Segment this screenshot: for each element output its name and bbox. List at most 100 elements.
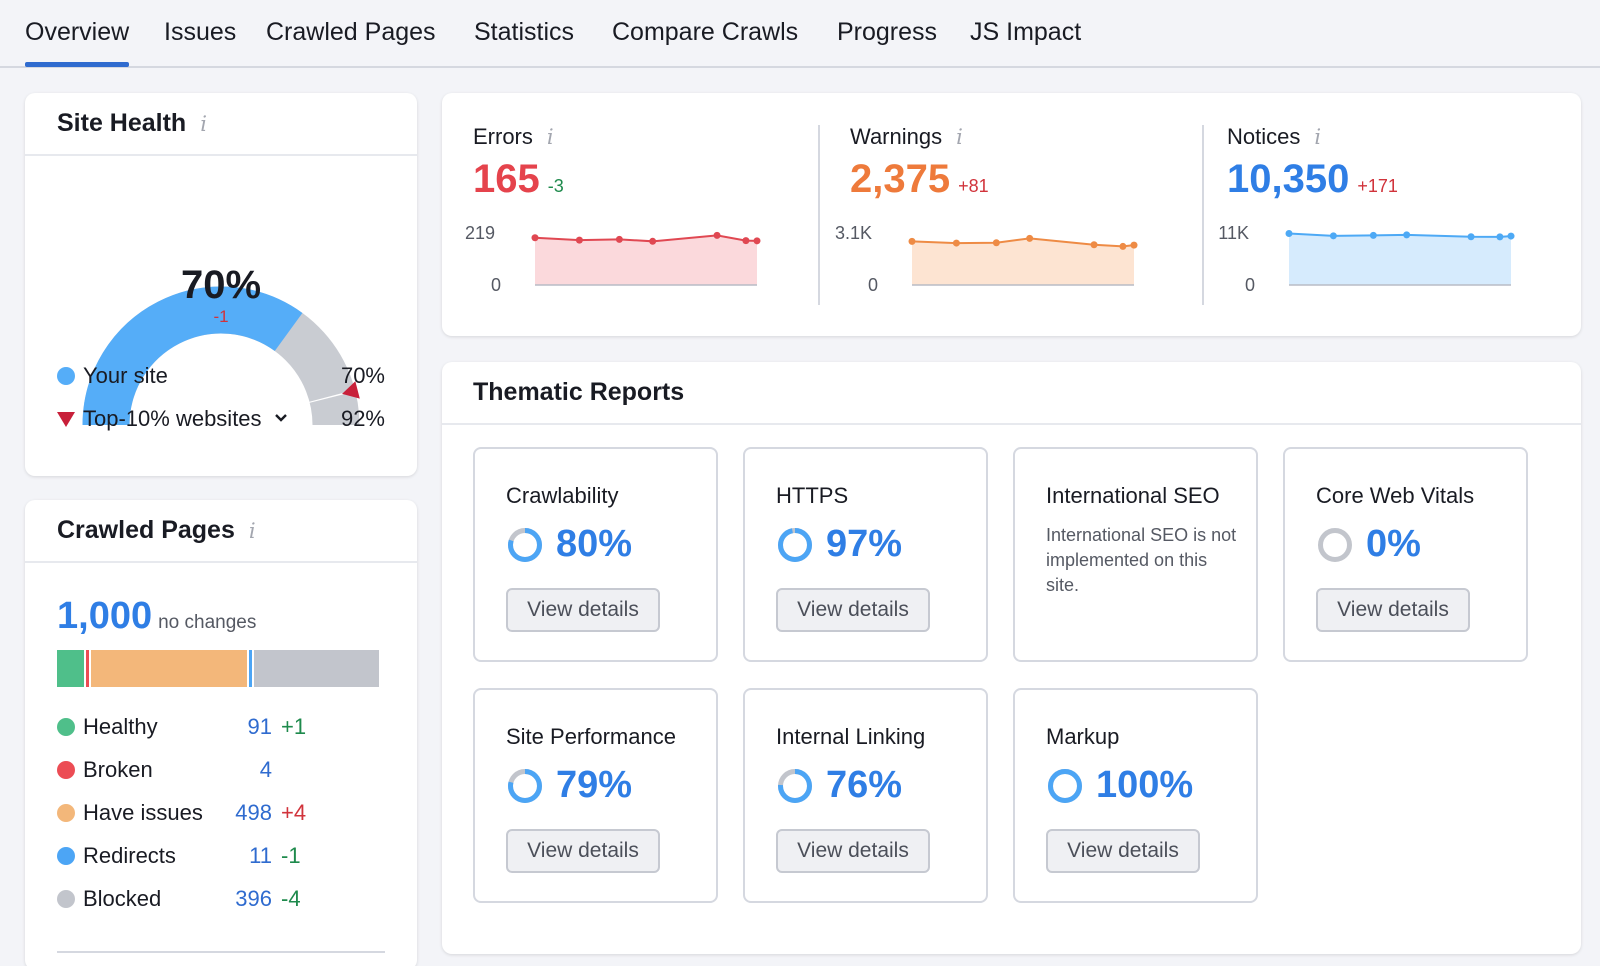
info-icon[interactable]: i	[1314, 125, 1322, 149]
row-change: -4	[281, 886, 301, 911]
ring-fill	[508, 527, 542, 562]
view-details-button[interactable]: View details	[506, 829, 660, 873]
warnings-count[interactable]: 2,375	[850, 157, 951, 201]
tab-compare-crawls[interactable]: Compare Crawls	[612, 18, 799, 46]
thematic-reports-card: Thematic Reports Crawlability 80% View det…	[442, 362, 1581, 954]
report-percent: 76%	[826, 764, 903, 806]
legend-label: Top-10% websites	[83, 406, 262, 431]
view-details-button[interactable]: View details	[1046, 829, 1200, 873]
tab-progress[interactable]: Progress	[837, 18, 938, 46]
report-card-site-performance: Site Performance 79% View details	[473, 688, 718, 903]
view-details-button[interactable]: View details	[776, 829, 930, 873]
row-count[interactable]: 396	[235, 886, 272, 911]
report-percent: 79%	[556, 764, 633, 806]
row-count[interactable]: 11	[249, 843, 272, 868]
warnings-point[interactable]	[908, 237, 916, 245]
report-card-internal-linking: Internal Linking 76% View details	[743, 688, 988, 903]
errors-value: 165 -3	[473, 157, 564, 202]
ring-fill	[778, 527, 812, 562]
site-health-delta: -1	[213, 307, 229, 326]
site-health-gauge	[82, 286, 360, 426]
notices-count[interactable]: 10,350	[1227, 157, 1350, 201]
notices-axis-min: 0	[1244, 275, 1255, 295]
report-percent: 97%	[826, 523, 903, 565]
errors-axis-max: 219	[464, 223, 495, 243]
tab-issues[interactable]: Issues	[164, 18, 237, 46]
warnings-delta: +81	[958, 176, 989, 196]
info-icon[interactable]: i	[956, 125, 963, 149]
notices-point[interactable]	[1467, 233, 1475, 241]
bar-segment-healthy	[57, 650, 86, 687]
info-icon[interactable]: i	[248, 519, 256, 543]
errors-point[interactable]	[615, 235, 623, 243]
errors-point[interactable]	[742, 237, 750, 245]
row-count[interactable]: 91	[247, 714, 272, 739]
tab-overview[interactable]: Overview	[25, 18, 130, 67]
notices-point[interactable]	[1285, 229, 1293, 237]
crawled-row-have-issues[interactable]: Have issues 498 +4	[57, 798, 387, 828]
report-percent: 80%	[556, 523, 633, 565]
divider	[25, 154, 417, 156]
crawled-row-redirects[interactable]: Redirects 11 -1	[57, 841, 387, 871]
legend-top10[interactable]: Top-10% websites 92%	[57, 404, 385, 434]
errors-point[interactable]	[753, 237, 761, 245]
warnings-label-text: Warnings	[850, 124, 943, 149]
warnings-point[interactable]	[1119, 242, 1127, 250]
notices-point[interactable]	[1496, 233, 1504, 241]
crawled-row-healthy[interactable]: Healthy 91 +1	[57, 712, 387, 742]
notices-point[interactable]	[1329, 232, 1337, 240]
divider	[1202, 125, 1204, 305]
bar-segment-have-issues	[90, 650, 249, 687]
warnings-point[interactable]	[952, 239, 960, 247]
notices-point[interactable]	[1403, 231, 1411, 239]
ring-track	[1318, 527, 1352, 562]
notices-point[interactable]	[1507, 232, 1515, 240]
report-card-https: HTTPS 97% View details	[743, 447, 988, 662]
report-percent: 100%	[1096, 764, 1194, 806]
errors-point[interactable]	[531, 234, 539, 242]
errors-area	[535, 235, 757, 285]
crawled-pages-bar	[57, 650, 379, 687]
errors-count[interactable]: 165	[473, 157, 540, 201]
total-count[interactable]: 1,000	[57, 595, 153, 637]
row-count[interactable]: 4	[259, 757, 272, 782]
info-icon[interactable]: i	[200, 112, 207, 136]
errors-point[interactable]	[575, 236, 583, 244]
warnings-point[interactable]	[1026, 234, 1034, 242]
crawled-row-blocked[interactable]: Blocked 396 -4	[57, 884, 387, 914]
notices-point[interactable]	[1369, 231, 1377, 239]
legend-your-site: Your site 70%	[57, 361, 385, 391]
divider	[25, 561, 417, 563]
warnings-axis-max: 3.1K	[834, 223, 872, 243]
view-details-button[interactable]: View details	[776, 588, 930, 632]
row-change: +1	[281, 714, 307, 739]
report-score: 80%	[506, 523, 632, 566]
view-details-button[interactable]: View details	[506, 588, 660, 632]
view-details-button[interactable]: View details	[1316, 588, 1470, 632]
report-title: Crawlability	[506, 483, 619, 508]
tab-crawled-pages[interactable]: Crawled Pages	[266, 18, 436, 46]
chevron-down-icon[interactable]	[274, 410, 288, 428]
row-change: +4	[281, 800, 307, 825]
report-score: 79%	[506, 764, 632, 807]
warnings-point[interactable]	[1130, 241, 1138, 249]
errors-point[interactable]	[713, 231, 721, 239]
site-health-title: Site Health i	[57, 109, 207, 137]
report-title: International SEO	[1046, 483, 1220, 508]
notices-label: Notices i	[1227, 124, 1321, 150]
tab-statistics[interactable]: Statistics	[474, 18, 575, 46]
progress-ring-icon	[1048, 768, 1082, 803]
warnings-axis-min: 0	[867, 275, 878, 295]
notices-delta: +171	[1357, 176, 1398, 196]
progress-ring-icon	[508, 768, 542, 803]
notices-value: 10,350 +171	[1227, 157, 1398, 202]
warnings-point[interactable]	[992, 239, 1000, 247]
row-count[interactable]: 498	[235, 800, 272, 825]
errors-point[interactable]	[649, 237, 657, 245]
warnings-point[interactable]	[1090, 241, 1098, 249]
divider	[57, 951, 385, 953]
bar-segment-redirects	[248, 650, 254, 687]
crawled-row-broken[interactable]: Broken 4	[57, 755, 387, 785]
info-icon[interactable]: i	[546, 125, 554, 149]
tab-js-impact[interactable]: JS Impact	[970, 18, 1082, 46]
